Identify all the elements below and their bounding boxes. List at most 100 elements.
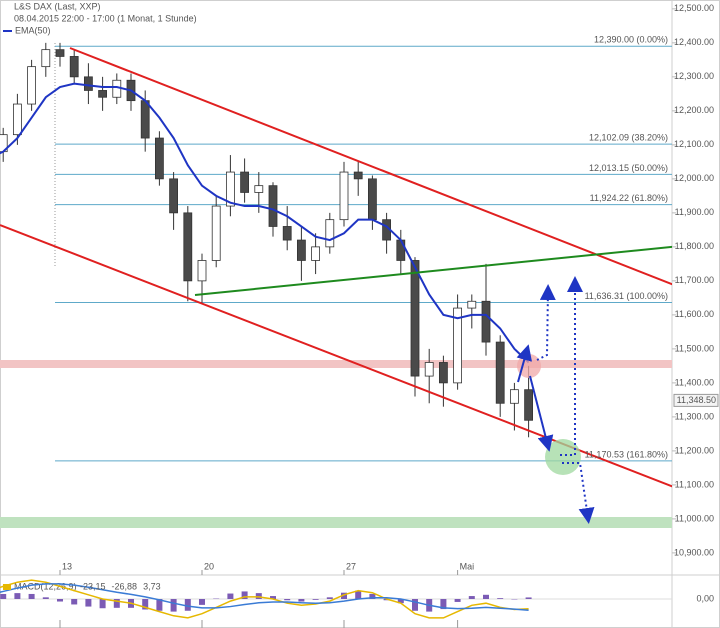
arrow (529, 375, 554, 452)
macd-histogram-bar (270, 596, 276, 599)
y-tick-label: 11,800.00 (675, 241, 714, 251)
candle-body (481, 300, 491, 343)
candle-body (12, 103, 22, 136)
macd-histogram-bar (284, 599, 291, 601)
trend-line-upper (69, 47, 672, 286)
candle-body (84, 76, 93, 91)
macd-histogram-bar (412, 599, 418, 611)
macd-histogram-bar (369, 593, 376, 599)
candle-body (27, 66, 37, 105)
fib-label: 11,170.53 (161.80%) (585, 449, 668, 459)
macd-value-label: 3,73 (143, 581, 161, 591)
candle-body (367, 178, 377, 221)
candle-body (467, 300, 477, 309)
candle-body (169, 178, 179, 214)
x-tick-label: 20 (204, 561, 214, 571)
macd-value-label: -23,15 (80, 581, 106, 591)
fib-label: 12,390.00 (0.00%) (594, 35, 668, 45)
candle-body (453, 307, 463, 384)
candle-body (396, 239, 406, 261)
macd-histogram-bar (326, 597, 333, 599)
y-tick-label: 12,300.00 (674, 71, 714, 81)
macd-histogram-bar (85, 599, 92, 607)
x-tick-label: 27 (346, 561, 356, 571)
y-tick-label: 12,200.00 (674, 105, 714, 115)
candle-body (211, 205, 221, 261)
fib-label: 11,924.22 (61.80%) (590, 193, 668, 203)
y-tick-label: 12,400.00 (674, 37, 714, 47)
macd-histogram-bar (468, 596, 475, 599)
legend-label: EMA(50) (15, 25, 51, 35)
y-tick-label: 11,000.00 (675, 513, 714, 523)
macd-histogram-bar (99, 599, 106, 609)
candle-body (524, 389, 533, 421)
candle-body (197, 260, 207, 282)
candle-body (183, 212, 193, 282)
macd-histogram-bar (142, 599, 149, 610)
arrow (536, 284, 556, 361)
y-tick-label: 11,700.00 (675, 275, 714, 285)
macd-swatch (3, 584, 11, 590)
macd-histogram-bar (199, 599, 205, 605)
macd-histogram-bar (397, 599, 404, 604)
y-tick-label: 12,100.00 (674, 139, 714, 149)
macd-histogram-bar (227, 593, 234, 599)
candle-body (282, 226, 292, 241)
macd-histogram-bar (298, 599, 305, 602)
macd-histogram-bar (0, 593, 7, 599)
macd-histogram-bar (57, 599, 63, 602)
macd-tick-label: 0,00 (696, 593, 714, 603)
macd-value-label: -26,88 (112, 581, 138, 591)
candle-body (438, 362, 448, 384)
candle-body (410, 260, 420, 377)
candle-body (311, 246, 321, 261)
macd-histogram-bar (71, 599, 78, 605)
price-tag (673, 393, 719, 407)
macd-histogram-bar (483, 594, 489, 599)
candle-body (353, 171, 363, 180)
fib-label: 11,636.31 (100.00%) (585, 291, 668, 301)
macd-histogram-bar (355, 590, 362, 599)
arrow (516, 344, 532, 383)
macd-histogram-bar (170, 599, 177, 612)
candle-body (509, 389, 519, 404)
macd-title: MACD(12,26,9) (14, 581, 77, 591)
x-tick-label: Mai (460, 561, 475, 571)
arrow (560, 276, 583, 456)
candle-body (240, 171, 250, 193)
y-tick-label: 11,300.00 (675, 411, 714, 421)
candle-body (254, 185, 264, 193)
y-tick-label: 11,900.00 (675, 207, 714, 217)
fib-label: 12,102.09 (38.20%) (589, 133, 668, 143)
macd-histogram-bar (255, 593, 262, 599)
x-tick-label: 13 (62, 561, 72, 571)
macd-histogram-bar (42, 597, 49, 599)
macd-histogram-bar (454, 599, 461, 602)
candle-body (424, 362, 434, 377)
support-band (0, 517, 672, 528)
price-tag-label: 11,348.50 (677, 395, 716, 405)
y-tick-label: 11,500.00 (675, 343, 714, 353)
ema-line (0, 82, 530, 364)
candle-body (296, 239, 306, 261)
candle-body (69, 56, 79, 78)
macd-histogram-bar (28, 593, 35, 599)
y-tick-label: 11,400.00 (675, 377, 714, 387)
y-tick-label: 12,000.00 (674, 173, 714, 183)
candle-body (325, 219, 335, 248)
chart-subtitle: 08.04.2015 22:00 - 17:00 (1 Monat, 1 Stu… (14, 13, 197, 23)
macd-histogram-bar (525, 597, 532, 599)
macd-histogram-bar (312, 599, 319, 600)
y-tick-label: 11,600.00 (675, 309, 714, 319)
macd-histogram-bar (497, 598, 504, 599)
macd-histogram-bar (241, 591, 248, 599)
macd-histogram-bar (184, 599, 191, 611)
macd-line (0, 583, 529, 612)
resistance-band (0, 360, 672, 368)
trend-line-lower (0, 224, 672, 488)
candle-body (41, 49, 51, 68)
y-tick-label: 11,100.00 (675, 479, 714, 489)
candle-body (495, 341, 505, 404)
